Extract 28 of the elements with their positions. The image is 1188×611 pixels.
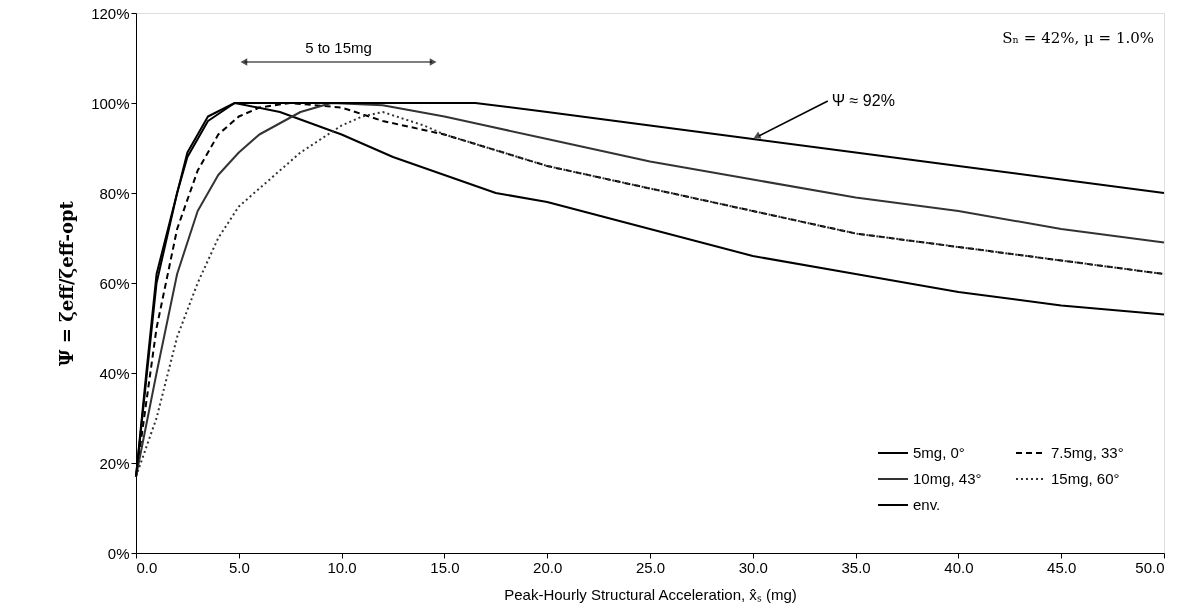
x-tick-label: 30.0 bbox=[738, 558, 768, 576]
x-tick-label: 0.0 bbox=[136, 558, 158, 576]
legend-label: 15mg, 60° bbox=[1051, 470, 1120, 487]
y-tick-label: 120% bbox=[91, 4, 130, 22]
x-tick-label: 50.0 bbox=[1135, 558, 1165, 576]
x-tick-label: 35.0 bbox=[841, 558, 871, 576]
y-tick-label: 0% bbox=[107, 544, 130, 562]
annotation: Ψ ≈ 92% bbox=[831, 92, 895, 109]
annotation: 5 to 15mg bbox=[305, 39, 372, 56]
x-tick-label: 10.0 bbox=[327, 558, 357, 576]
legend-label: 10mg, 43° bbox=[913, 470, 982, 487]
annotation: Sₙ = 42%, μ = 1.0% bbox=[1002, 29, 1154, 47]
x-tick-label: 20.0 bbox=[533, 558, 563, 576]
x-tick-label: 15.0 bbox=[430, 558, 460, 576]
x-tick-label: 5.0 bbox=[228, 558, 250, 576]
x-tick-label: 40.0 bbox=[944, 558, 974, 576]
y-tick-label: 100% bbox=[91, 94, 130, 112]
x-tick-label: 45.0 bbox=[1047, 558, 1077, 576]
x-tick-label: 25.0 bbox=[635, 558, 666, 576]
legend-label: 5mg, 0° bbox=[913, 444, 965, 461]
legend-label: 7.5mg, 33° bbox=[1051, 444, 1124, 461]
y-tick-label: 60% bbox=[99, 274, 130, 292]
y-tick-label: 20% bbox=[99, 454, 130, 472]
y-tick-label: 80% bbox=[99, 184, 130, 202]
y-axis-title: Ψ = ζeff/ζeff-opt bbox=[56, 200, 78, 366]
legend-label: env. bbox=[913, 496, 941, 513]
y-tick-label: 40% bbox=[99, 364, 130, 382]
x-axis-title: Peak-Hourly Structural Acceleration, ẍ̂ₛ (mg) bbox=[504, 585, 797, 603]
